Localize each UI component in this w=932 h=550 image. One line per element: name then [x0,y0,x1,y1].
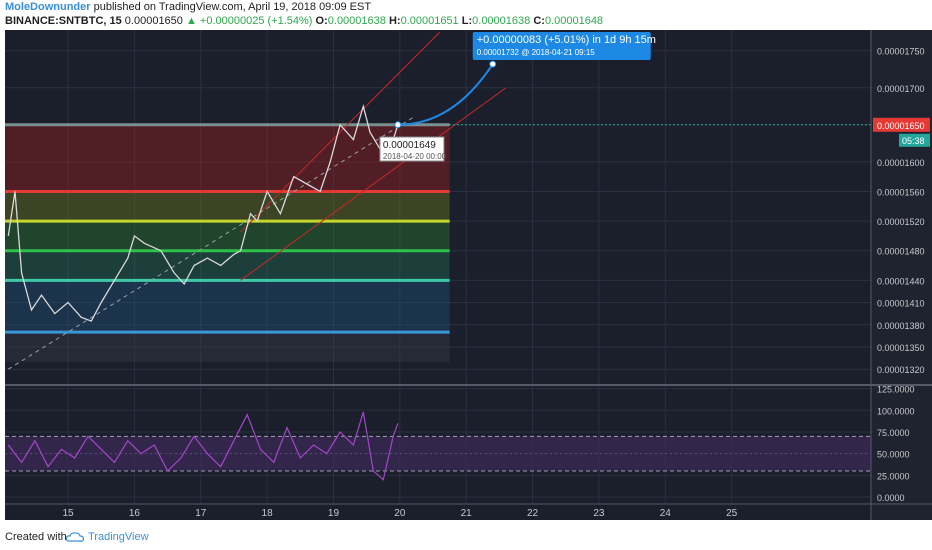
time-tick-label: 18 [262,508,274,519]
cursor-label-1: 0.00001649 [383,140,436,151]
time-tick-label: 16 [129,508,141,519]
projection-curve [397,63,494,126]
rsi-tick-label: 50.0000 [877,450,910,460]
price-tick-label: 0.00001520 [877,217,925,227]
price-tick-label: 0.00001600 [877,158,925,168]
rsi-tick-label: 125.0000 [877,385,915,395]
high-label: H: [388,15,401,27]
price-tick-label: 0.00001350 [877,343,925,353]
price-tick-label: 0.00001440 [877,276,925,286]
publish-line: MoleDownunder published on TradingView.c… [5,1,371,13]
rsi-tick-label: 100.0000 [877,406,915,416]
projection-label-2: 0.00001732 @ 2018-04-21 09:15 [477,48,596,57]
low-label: L: [461,15,473,27]
projection-start-point [394,121,402,129]
rsi-tick-label: 75.0000 [877,428,910,438]
rsi-tick-label: 25.0000 [877,471,910,481]
low-value: 0.00001638 [472,15,531,27]
symbol-line: BINANCE:SNTBTC, 15 0.00001650 ▲ +0.00000… [5,15,603,27]
fib-zone-4 [5,280,450,333]
chart-header: MoleDownunder published on TradingView.c… [0,0,932,30]
rsi-tick-label: 0.0000 [877,493,905,503]
fib-zone-0 [5,124,450,192]
price-series-line [7,103,399,322]
cursor-label-2: 2018-04-20 00:00 [383,152,447,161]
projection-label-1: +0.00000083 (+5.01%) in 1d 9h 15m [477,34,656,46]
open-label: O: [315,15,328,27]
fib-zone-2 [5,221,450,251]
last-price-badge-label: 0.00001650 [877,121,925,131]
chart-area[interactable]: +0.00000083 (+5.01%) in 1d 9h 15m 0.00001… [5,30,932,520]
time-tick-label: 19 [328,508,340,519]
price-tick-label: 0.00001750 [877,47,925,57]
open-value: 0.00001638 [327,15,386,27]
close-label: C: [533,15,545,27]
time-tick-label: 25 [726,508,738,519]
countdown-label: 05:38 [902,136,925,146]
last-price-badge [873,117,930,132]
time-tick-label: 15 [62,508,74,519]
time-tick-label: 23 [593,508,605,519]
price-axis-background [871,30,932,520]
channel-lower-line [240,87,507,281]
projection-end-point [489,60,497,68]
footer: Created with TradingView [0,523,932,550]
projection-label-box [472,32,651,60]
tradingview-cloud-icon [66,532,84,542]
price-tick-label: 0.00001410 [877,299,925,309]
price-tick-label: 0.00001480 [877,247,925,257]
price-tick-label: 0.00001560 [877,187,925,197]
time-tick-label: 22 [527,508,539,519]
time-tick-label: 24 [660,508,672,519]
time-tick-label: 20 [394,508,406,519]
tradingview-brand-link[interactable]: TradingView [88,531,149,543]
fib-zone-5 [5,332,450,362]
cursor-label-box [379,136,445,162]
fib-zone-1 [5,191,450,222]
time-tick-label: 17 [195,508,207,519]
fib-zone-3 [5,250,450,281]
rsi-series-line [7,411,399,481]
time-tick-label: 21 [461,508,473,519]
author-link[interactable]: MoleDownunder [5,1,91,13]
created-with-text: Created with [5,531,67,543]
last-price: 0.00001650 [124,15,183,27]
close-value: 0.00001648 [544,15,604,27]
high-value: 0.00001651 [400,15,459,27]
price-tick-label: 0.00001320 [877,365,925,375]
countdown-badge [899,133,930,147]
published-text: published on TradingView.com, April 19, … [90,1,372,13]
price-tick-label: 0.00001380 [877,321,925,331]
price-change: ▲ +0.00000025 (+1.54%) [185,15,313,27]
chart-svg[interactable]: +0.00000083 (+5.01%) in 1d 9h 15m0.00001… [5,30,932,520]
channel-upper-line [240,31,441,233]
symbol-label[interactable]: BINANCE:SNTBTC, 15 [5,15,122,27]
price-tick-label: 0.00001700 [877,84,925,94]
